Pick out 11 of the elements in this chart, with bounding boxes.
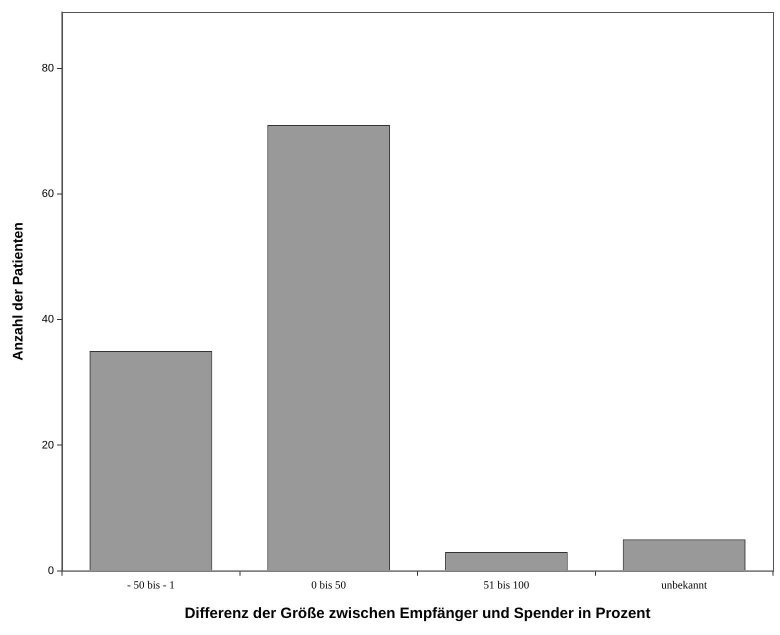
x-tick-label: 51 bis 100 xyxy=(483,579,530,592)
y-axis-title: Anzahl der Patienten xyxy=(9,222,26,361)
y-tick-label: 40 xyxy=(42,314,54,326)
x-tick-label: 0 bis 50 xyxy=(311,579,347,592)
y-tick-label: 80 xyxy=(42,62,54,75)
y-tick-label: 20 xyxy=(42,439,54,452)
y-tick-label: 0 xyxy=(48,564,54,577)
y-tick-label: 60 xyxy=(42,188,54,200)
x-tick-label: unbekannt xyxy=(661,579,708,592)
x-axis-title: Differenz der Größe zwischen Empfänger und Spender in Prozent xyxy=(184,605,650,622)
x-tick-label: - 50 bis - 1 xyxy=(127,579,175,592)
